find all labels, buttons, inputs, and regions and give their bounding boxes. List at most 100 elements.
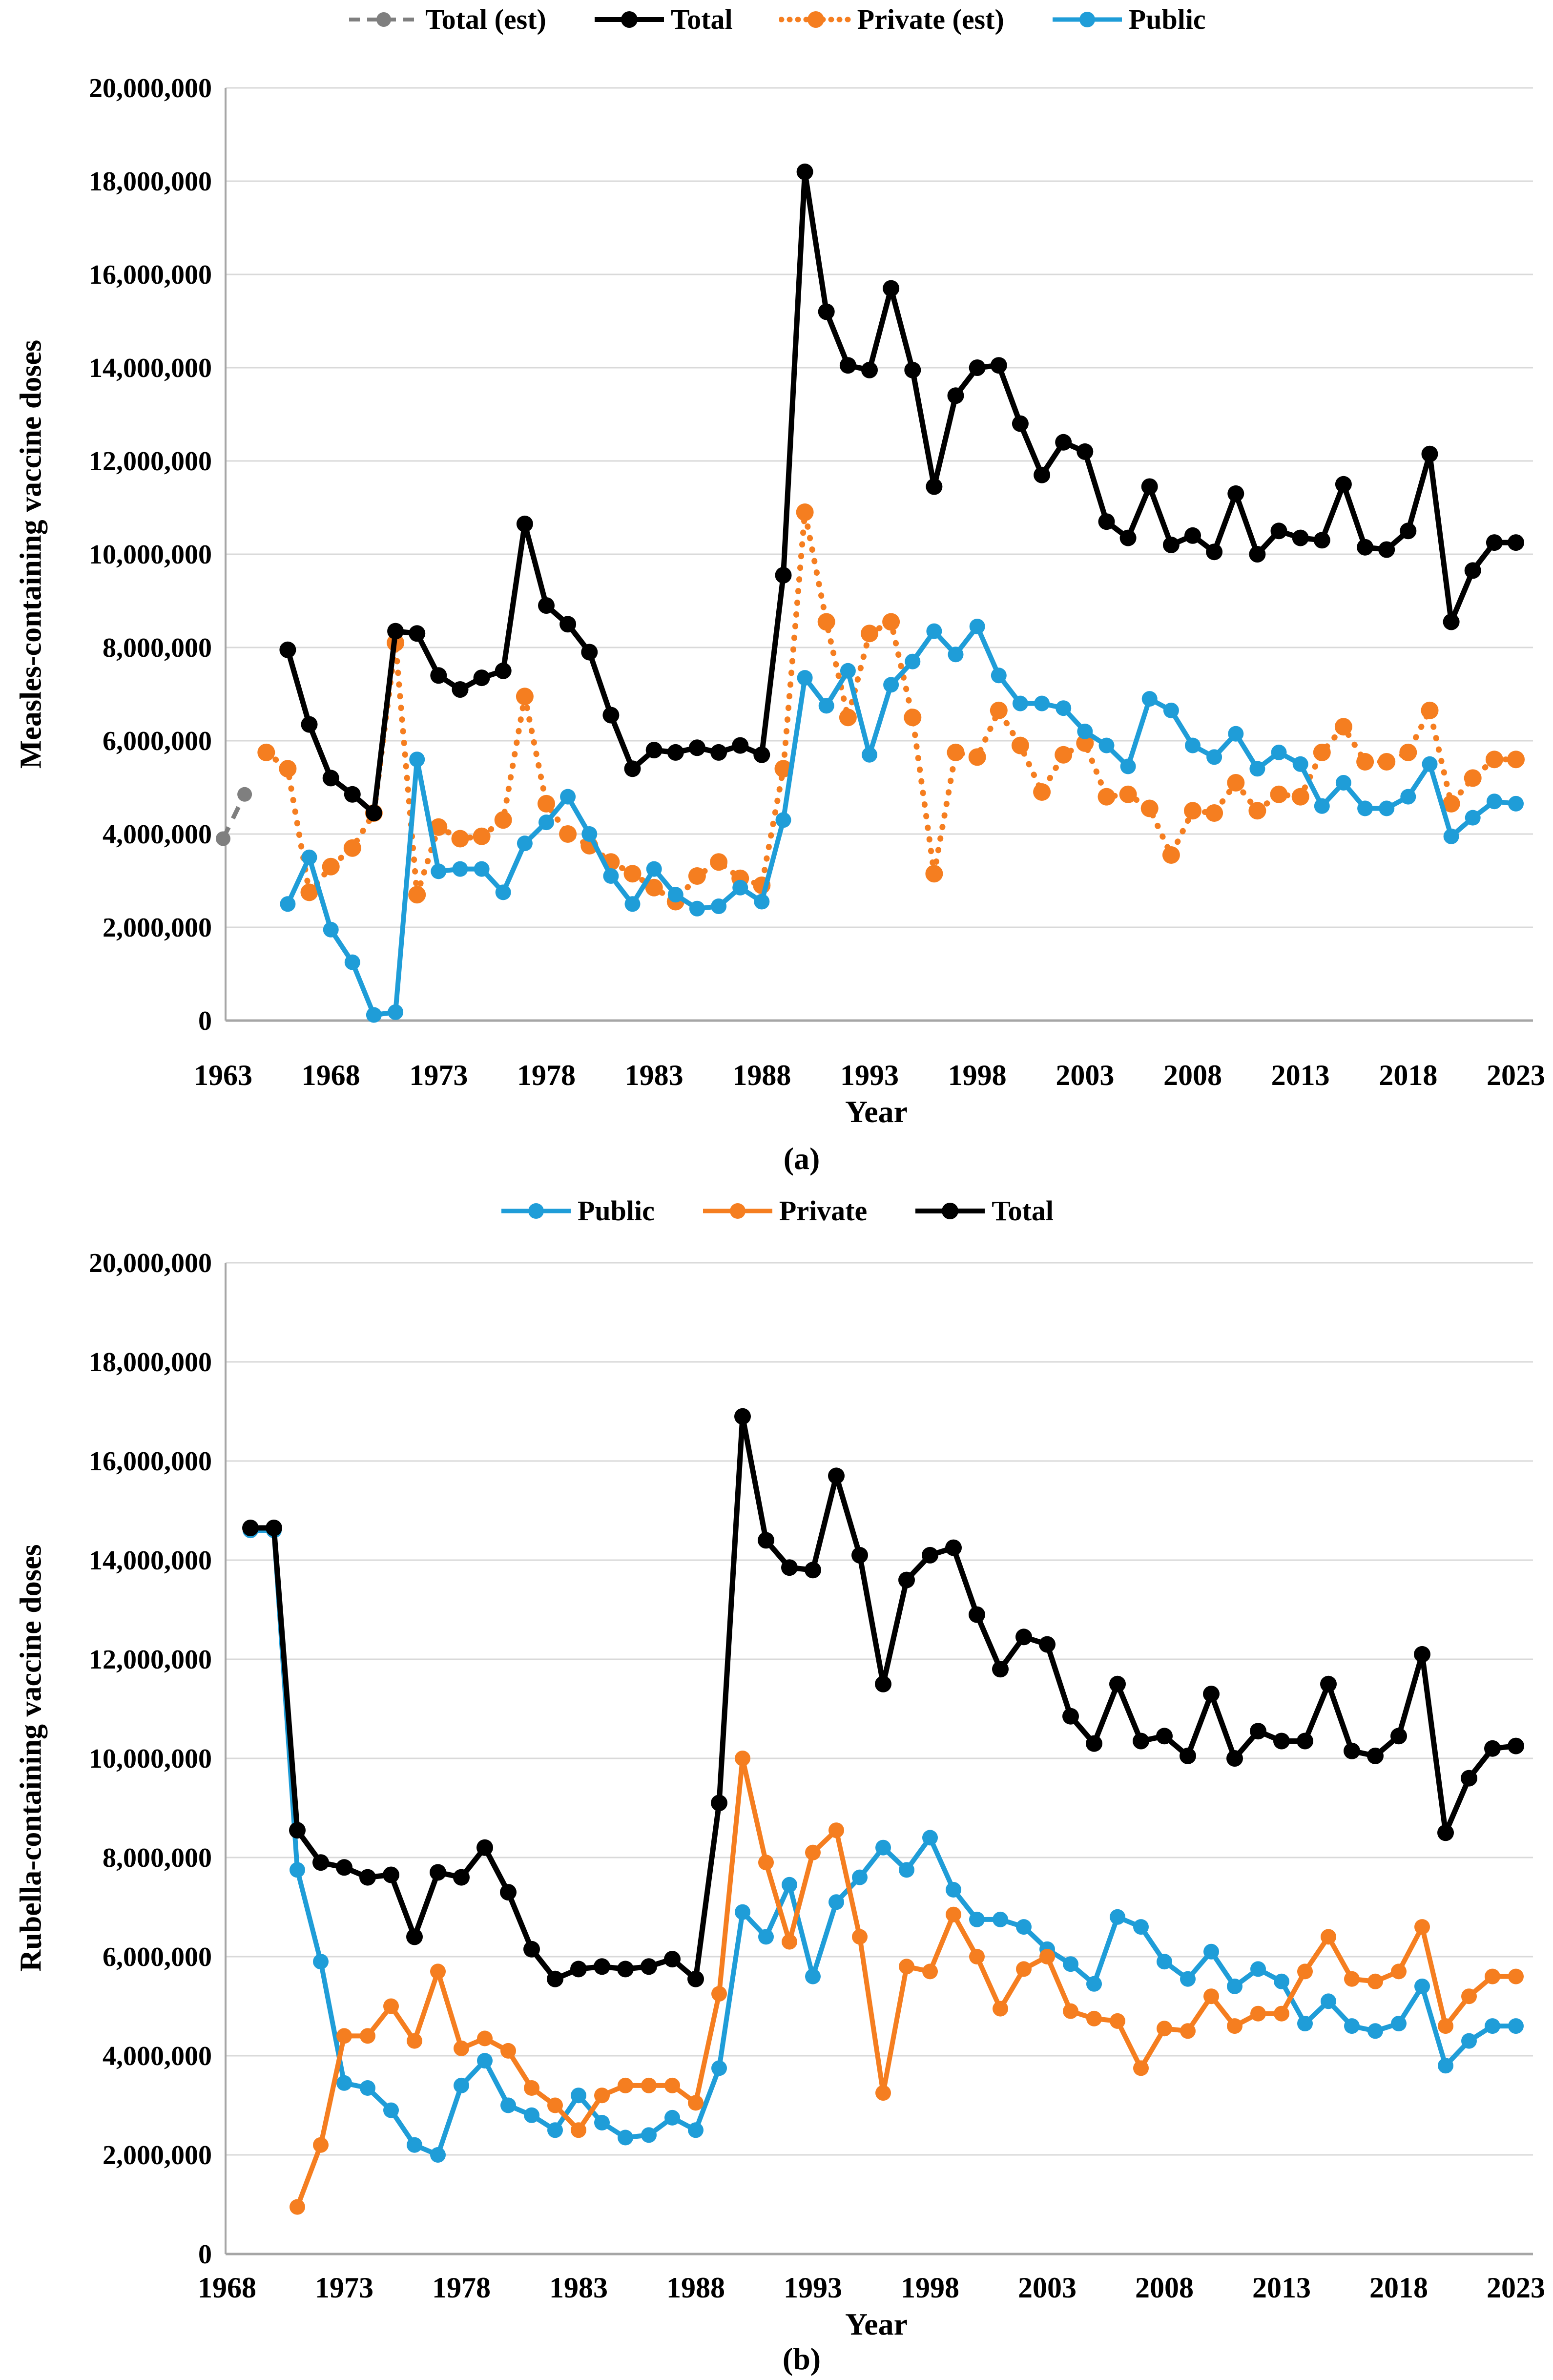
- data-point-public: [547, 2122, 563, 2138]
- data-point-public: [1335, 775, 1351, 791]
- data-point-public: [1357, 800, 1373, 816]
- data-point-total: [1378, 541, 1395, 558]
- data-point-total: [1180, 1747, 1196, 1764]
- data-point-private-est: [538, 794, 555, 813]
- data-point-total: [818, 303, 835, 320]
- data-point-private: [782, 1934, 797, 1950]
- data-point-total: [1206, 543, 1223, 561]
- data-point-public: [899, 1862, 914, 1878]
- data-point-total: [242, 1520, 259, 1536]
- data-point-total: [947, 387, 964, 404]
- data-point-public: [1203, 1943, 1219, 1960]
- data-point-public: [818, 698, 834, 714]
- data-point-total: [688, 739, 705, 756]
- data-point-private: [1438, 2018, 1453, 2034]
- data-point-private: [946, 1906, 961, 1922]
- legend-item-private: Private: [701, 1194, 867, 1227]
- x-tick-label-a: 1973: [409, 1059, 468, 1091]
- data-point-private-est: [1097, 788, 1116, 806]
- x-tick-label-b: 2013: [1252, 2272, 1311, 2304]
- data-point-total: [322, 770, 339, 787]
- data-point-private-est: [904, 709, 922, 727]
- data-point-total: [1414, 1646, 1430, 1663]
- data-point-private: [1367, 1973, 1383, 1989]
- data-point-private-est: [1184, 802, 1201, 820]
- data-point-private-est: [623, 865, 642, 883]
- data-point-total: [495, 662, 512, 679]
- data-point-public: [797, 670, 813, 686]
- series-total-est-a: [216, 787, 252, 846]
- y-tick-label-b: 20,000,000: [89, 1248, 212, 1278]
- legend-marker-public-icon: [1052, 11, 1122, 27]
- data-point-total: [758, 1532, 774, 1549]
- legend-marker-private-icon: [703, 1203, 772, 1219]
- data-point-total: [711, 1795, 727, 1812]
- data-point-public: [517, 835, 533, 852]
- data-point-total: [473, 669, 490, 687]
- data-point-public: [344, 954, 360, 970]
- data-point-public: [664, 2109, 680, 2126]
- data-point-total: [1226, 1750, 1243, 1767]
- y-tick-label-a: 6,000,000: [103, 726, 212, 756]
- y-axis-title-a: Measles-containing vaccine doses: [14, 339, 48, 769]
- caption-a: (a): [783, 1141, 820, 1176]
- data-point-total: [945, 1539, 962, 1556]
- data-point-public: [336, 2075, 352, 2091]
- data-point-public: [1056, 700, 1072, 716]
- data-point-public: [383, 2102, 399, 2118]
- legend-label-total-est: Total (est): [425, 3, 546, 35]
- data-point-total: [1297, 1733, 1313, 1750]
- data-point-private: [1063, 2003, 1078, 2019]
- data-point-public: [828, 1894, 844, 1910]
- data-point-private-est: [516, 688, 534, 706]
- data-point-total: [1250, 1723, 1266, 1740]
- data-point-public: [754, 894, 770, 910]
- data-point-private-est: [1421, 701, 1439, 719]
- data-point-private-est: [1055, 746, 1073, 764]
- data-point-public: [1016, 1919, 1032, 1935]
- data-point-total: [409, 625, 426, 642]
- data-point-private: [1391, 1963, 1407, 1980]
- data-point-total-est: [237, 787, 252, 802]
- data-point-public: [1292, 756, 1308, 772]
- data-point-public: [1379, 800, 1395, 816]
- data-point-total: [1390, 1728, 1407, 1745]
- x-axis-title-a: Year: [845, 1094, 908, 1129]
- data-point-public: [280, 896, 296, 912]
- x-tick-label-a: 1993: [840, 1059, 899, 1091]
- data-point-total: [1162, 536, 1180, 553]
- data-point-total: [1012, 415, 1029, 432]
- data-point-private-est: [774, 760, 792, 778]
- data-point-private: [500, 2043, 516, 2059]
- data-point-public: [1098, 737, 1115, 753]
- x-tick-label-a: 2023: [1487, 1059, 1545, 1091]
- legend-marker-private-est-icon: [779, 11, 852, 28]
- data-point-private-est: [408, 886, 426, 904]
- x-tick-label-a: 1988: [732, 1059, 791, 1091]
- panel-b: 0 2,000,000 4,000,000 6,000,000 8,000,000 10,…: [89, 1248, 1545, 2304]
- data-point-public: [948, 647, 964, 663]
- data-point-public: [852, 1869, 868, 1885]
- data-point-private-est: [494, 811, 512, 829]
- data-point-total: [1400, 522, 1417, 540]
- y-tick-label-b: 6,000,000: [103, 1942, 212, 1972]
- data-point-public: [1228, 726, 1244, 742]
- data-point-private-est: [1119, 785, 1137, 803]
- data-point-total: [1203, 1686, 1220, 1703]
- data-point-private-est: [1205, 804, 1223, 822]
- data-point-total: [359, 1869, 376, 1886]
- x-tick-label-b: 1988: [666, 2272, 725, 2304]
- data-point-total: [387, 623, 404, 640]
- data-point-total: [734, 1408, 751, 1425]
- data-point-total: [1077, 443, 1094, 460]
- data-point-private: [1227, 2018, 1242, 2034]
- data-point-private-est: [1227, 774, 1245, 792]
- data-point-private: [1321, 1929, 1336, 1945]
- data-point-total: [969, 1606, 985, 1623]
- data-point-private: [1157, 2021, 1172, 2037]
- data-point-private: [1250, 2005, 1266, 2022]
- data-point-private: [758, 1855, 774, 1871]
- data-point-private-est: [257, 743, 275, 761]
- legend-item-private-est: Private (est): [779, 3, 1004, 36]
- data-point-public: [840, 663, 856, 679]
